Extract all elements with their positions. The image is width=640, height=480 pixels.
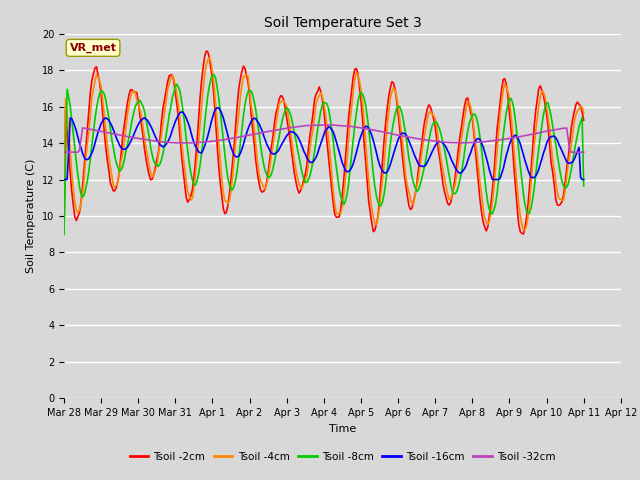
Text: VR_met: VR_met: [70, 43, 116, 53]
Y-axis label: Soil Temperature (C): Soil Temperature (C): [26, 159, 36, 273]
Title: Soil Temperature Set 3: Soil Temperature Set 3: [264, 16, 421, 30]
X-axis label: Time: Time: [329, 424, 356, 433]
Legend: Tsoil -2cm, Tsoil -4cm, Tsoil -8cm, Tsoil -16cm, Tsoil -32cm: Tsoil -2cm, Tsoil -4cm, Tsoil -8cm, Tsoi…: [125, 448, 559, 466]
